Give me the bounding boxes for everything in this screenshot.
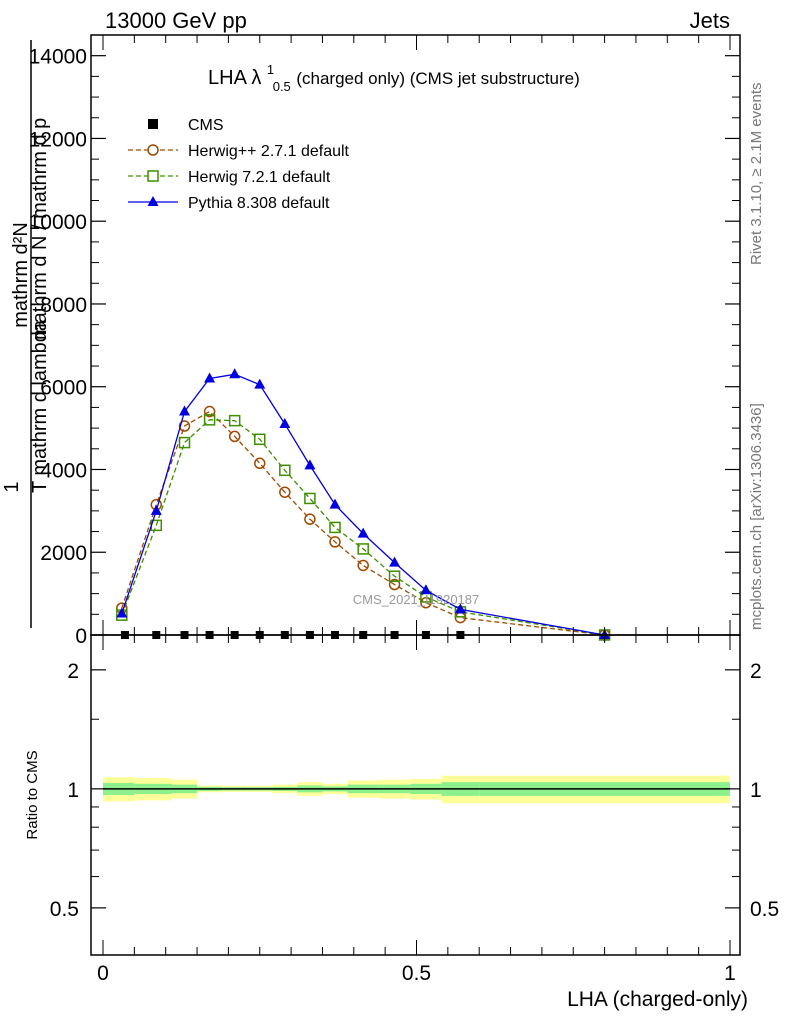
ratio-y-tick-label-right: 0.5 [750,898,779,921]
data-point-herwigpp [357,559,369,572]
data-point-pythia [150,504,162,515]
watermark: CMS_2021_I1920187 [353,592,480,607]
y-axis-label: 1 mathrm d²N mathrm d N / mathrm d p T m… [1,40,51,628]
chart-title-rest: (charged only) (CMS jet substructure) [296,69,579,88]
data-point-herwig7 [357,543,369,555]
legend-label: Pythia 8.308 default [188,195,330,212]
data-point-pythia [179,405,191,416]
y-tick-label: 2000 [40,542,87,565]
y-tick-label: 14000 [29,46,87,69]
header-right: Jets [690,8,730,33]
rivet-label: Rivet 3.1.10, ≥ 2.1M events [748,83,765,266]
legend-label: Herwig 7.2.1 default [188,169,331,186]
y-tick-label: 12000 [29,128,87,151]
chart-title-sup: 1 [267,62,274,77]
x-tick-label: 1 [724,962,736,985]
data-point-herwigpp [178,420,191,432]
data-point-herwigpp [203,405,216,418]
ratio-y-tick-label: 0.5 [50,898,79,921]
data-point-herwig7 [388,570,401,582]
data-point-herwig7 [329,521,341,534]
ratio-y-tick-label-right: 2 [750,660,762,683]
legend-label: CMS [188,117,224,134]
data-point-herwig7 [279,464,291,477]
y-tick-label: 6000 [40,377,87,400]
ratio-y-label: Ratio to CMS [24,750,41,839]
ratio-y-tick-label: 2 [67,660,79,683]
series-line [121,373,605,636]
y-tick-label: 8000 [40,294,87,317]
legend-marker [147,170,159,182]
data-point-pythia [357,527,369,538]
ratio-y-tick-label: 1 [67,779,79,802]
legend-label: Herwig++ 2.7.1 default [188,143,350,160]
main-axes: 0 2000 4000 6000 8000 10000 12000 14000 [29,34,741,648]
legend: CMS Herwig++ 2.7.1 default Herwig 7.2.1 de… [128,117,350,212]
x-axis-label: LHA (charged-only) [567,988,748,1011]
data-point-herwigpp [228,430,241,443]
header-left: 13000 GeV pp [105,8,247,33]
data-point-herwigpp [388,578,401,591]
chart-title: LHA λ 1 0.5 (charged only) (CMS jet subs… [208,57,580,96]
data-point-herwig7 [228,414,241,427]
legend-marker [147,144,159,156]
data-point-herwigpp [329,536,341,548]
data-point-herwigpp [304,513,316,525]
data-point-pythia [389,556,401,567]
y-label-denominator: mathrm d N / mathrm d p [29,118,51,340]
data-point-herwig7 [304,492,316,505]
y-label-numerator: mathrm d²N [10,222,32,328]
data-point-pythia [116,607,128,618]
ratio-bands [103,775,730,804]
data-point-pythia [229,368,241,379]
y-tick-label: 0 [75,625,87,648]
y-tick-label: 4000 [40,459,87,482]
data-point-herwigpp [254,457,266,470]
data-point-pythia [279,417,291,428]
x-tick-label: 0 [97,962,109,985]
legend-marker [147,196,159,206]
mcplots-label: mcplots.cern.ch [arXiv:1306.3436] [748,403,765,630]
y-tick-label: 10000 [29,211,87,234]
data-point-herwigpp [420,596,432,609]
ratio-frame [90,634,741,956]
y-label-top: 1 [1,481,23,492]
x-tick-label: 0.5 [402,962,431,985]
data-point-pythia [204,372,216,383]
ratio-axes: 0.5 0.5 1 1 2 2 0 0.5 1 [50,634,779,985]
data-point-herwig7 [254,433,266,446]
data-point-pythia [304,459,316,470]
data-point-herwig7 [203,414,216,426]
chart-title-main: LHA λ [208,67,261,89]
ratio-y-tick-label-right: 1 [750,779,762,802]
data-point-pythia [454,603,466,614]
chart-title-sub: 0.5 [273,79,291,94]
y-label-extra: T mathrm d lambda [29,319,51,493]
data-point-pythia [420,584,432,595]
data-point-pythia [329,498,341,509]
legend-marker [148,119,158,129]
data-point-herwig7 [178,436,191,449]
data-point-pythia [254,378,266,389]
data-point-herwigpp [279,486,291,498]
